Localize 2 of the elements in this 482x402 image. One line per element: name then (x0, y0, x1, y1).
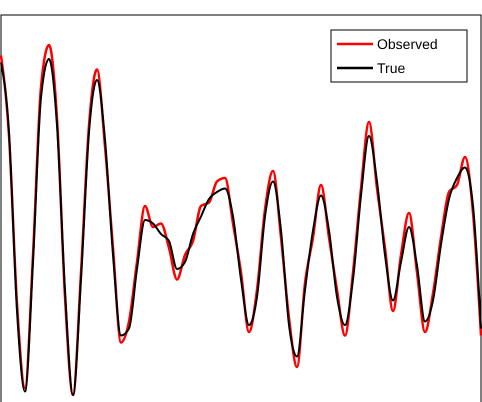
legend-label: True (377, 60, 406, 76)
legend-label: Observed (377, 36, 438, 52)
